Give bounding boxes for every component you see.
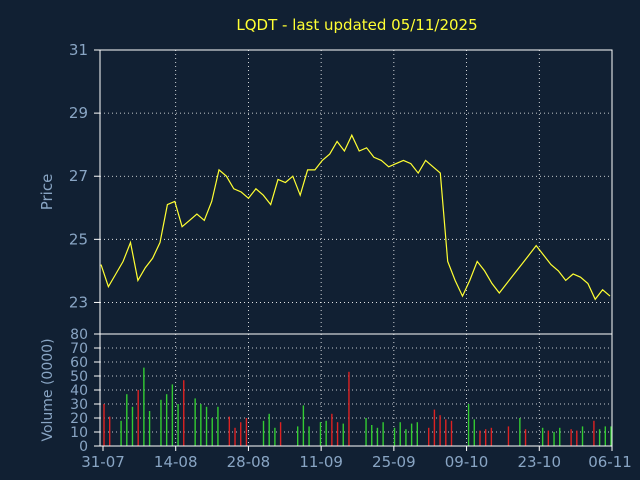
volume-tick-label: 40 [70, 383, 88, 399]
date-tick-label: 28-08 [227, 453, 271, 471]
volume-tick-label: 10 [70, 425, 88, 441]
price-grid [100, 50, 612, 334]
date-tick-label: 23-10 [517, 453, 561, 471]
chart-title: LQDT - last updated 05/11/2025 [236, 16, 477, 34]
date-tick-label: 06-11 [588, 453, 632, 471]
volume-bars [103, 367, 612, 446]
volume-tick-label: 50 [70, 369, 88, 385]
price-tick-label: 25 [69, 230, 88, 248]
price-axis-label: Price [38, 174, 56, 211]
volume-frame [99, 333, 613, 447]
volume-tick-label: 30 [70, 397, 88, 413]
volume-grid [100, 334, 612, 446]
price-tick-label: 23 [69, 293, 88, 311]
price-y-ticks: 31 29 27 25 23 [69, 41, 100, 311]
price-tick-label: 31 [69, 41, 88, 59]
volume-tick-label: 70 [70, 341, 88, 357]
date-tick-label: 25-09 [372, 453, 416, 471]
date-tick-label: 31-07 [81, 453, 125, 471]
volume-tick-label: 80 [70, 327, 88, 343]
price-tick-label: 29 [69, 104, 88, 122]
date-x-ticks: 31-07 14-08 28-08 11-09 25-09 09-10 23-10 06-11 [81, 446, 632, 471]
date-tick-label: 09-10 [445, 453, 489, 471]
volume-tick-label: 0 [79, 439, 88, 455]
price-frame [99, 49, 613, 335]
price-line [100, 133, 611, 301]
volume-tick-label: 60 [70, 355, 88, 371]
price-tick-label: 27 [69, 167, 88, 185]
volume-axis-label: Volume (0000) [40, 338, 56, 441]
date-tick-label: 14-08 [154, 453, 198, 471]
date-tick-label: 11-09 [299, 453, 343, 471]
volume-tick-label: 20 [70, 411, 88, 427]
